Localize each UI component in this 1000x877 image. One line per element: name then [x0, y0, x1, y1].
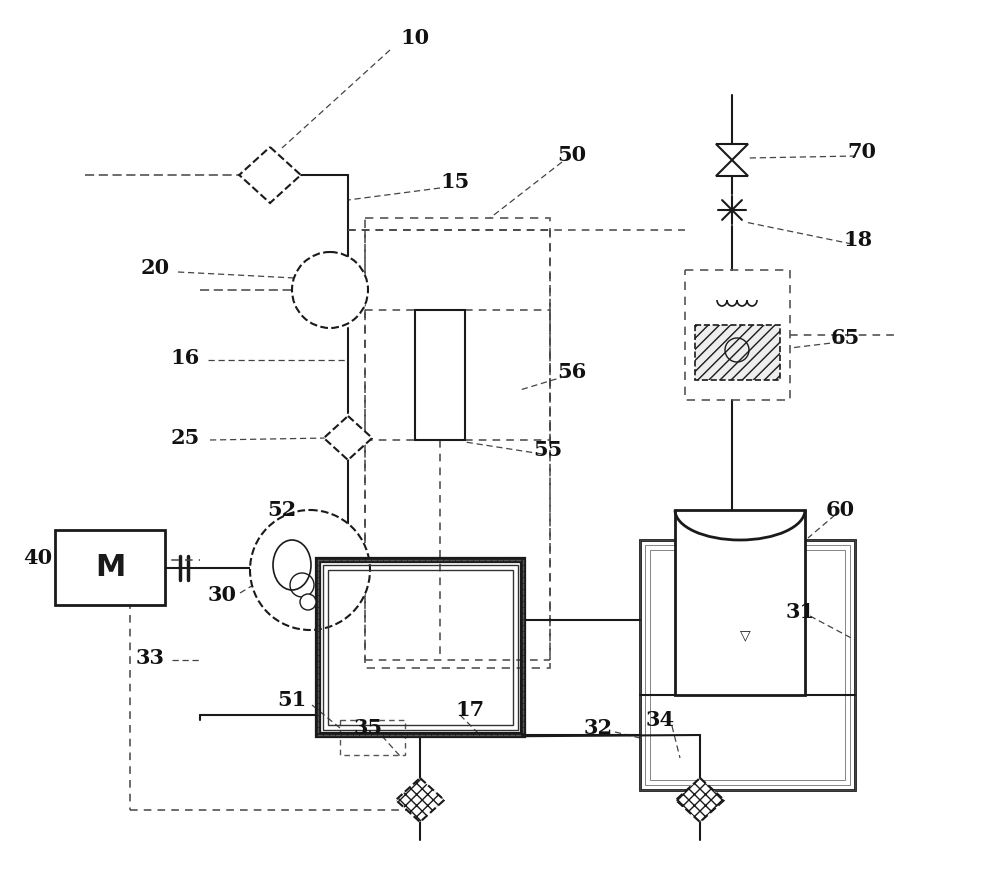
Bar	[340, 720, 405, 755]
Text: 40: 40	[23, 548, 53, 568]
Bar	[650, 550, 845, 780]
Polygon shape	[396, 778, 444, 822]
Bar	[318, 560, 523, 735]
Text: 55: 55	[533, 440, 563, 460]
Text: 56: 56	[557, 362, 587, 382]
Bar	[640, 540, 855, 790]
Bar	[640, 540, 855, 790]
Circle shape	[300, 594, 316, 610]
Bar	[318, 560, 523, 735]
Polygon shape	[676, 778, 724, 822]
Text: 15: 15	[440, 172, 470, 192]
Bar	[365, 218, 550, 668]
Bar	[675, 510, 805, 695]
Text: 20: 20	[140, 258, 170, 278]
Bar	[695, 325, 780, 380]
Bar	[328, 570, 513, 725]
Polygon shape	[324, 416, 372, 460]
Text: 18: 18	[843, 230, 873, 250]
Text: 30: 30	[208, 585, 237, 605]
Text: 33: 33	[136, 648, 164, 668]
Text: 51: 51	[277, 690, 307, 710]
Circle shape	[250, 510, 370, 630]
Bar	[415, 310, 465, 440]
Text: 16: 16	[170, 348, 200, 368]
Polygon shape	[239, 147, 301, 203]
Text: 70: 70	[848, 142, 876, 162]
Text: 17: 17	[455, 700, 485, 720]
Bar	[645, 545, 850, 785]
Bar	[685, 270, 790, 400]
Circle shape	[292, 252, 368, 328]
Bar	[55, 530, 165, 605]
Text: 65: 65	[830, 328, 860, 348]
Bar	[323, 565, 518, 730]
Text: 35: 35	[353, 718, 383, 738]
Text: 32: 32	[583, 718, 613, 738]
Text: 10: 10	[400, 28, 430, 48]
Text: 50: 50	[557, 145, 587, 165]
Text: 60: 60	[825, 500, 855, 520]
Text: 34: 34	[645, 710, 675, 730]
Text: 25: 25	[170, 428, 200, 448]
Text: 52: 52	[267, 500, 297, 520]
Text: 31: 31	[785, 602, 815, 622]
Text: M: M	[95, 553, 125, 582]
Text: ▽: ▽	[740, 628, 750, 642]
